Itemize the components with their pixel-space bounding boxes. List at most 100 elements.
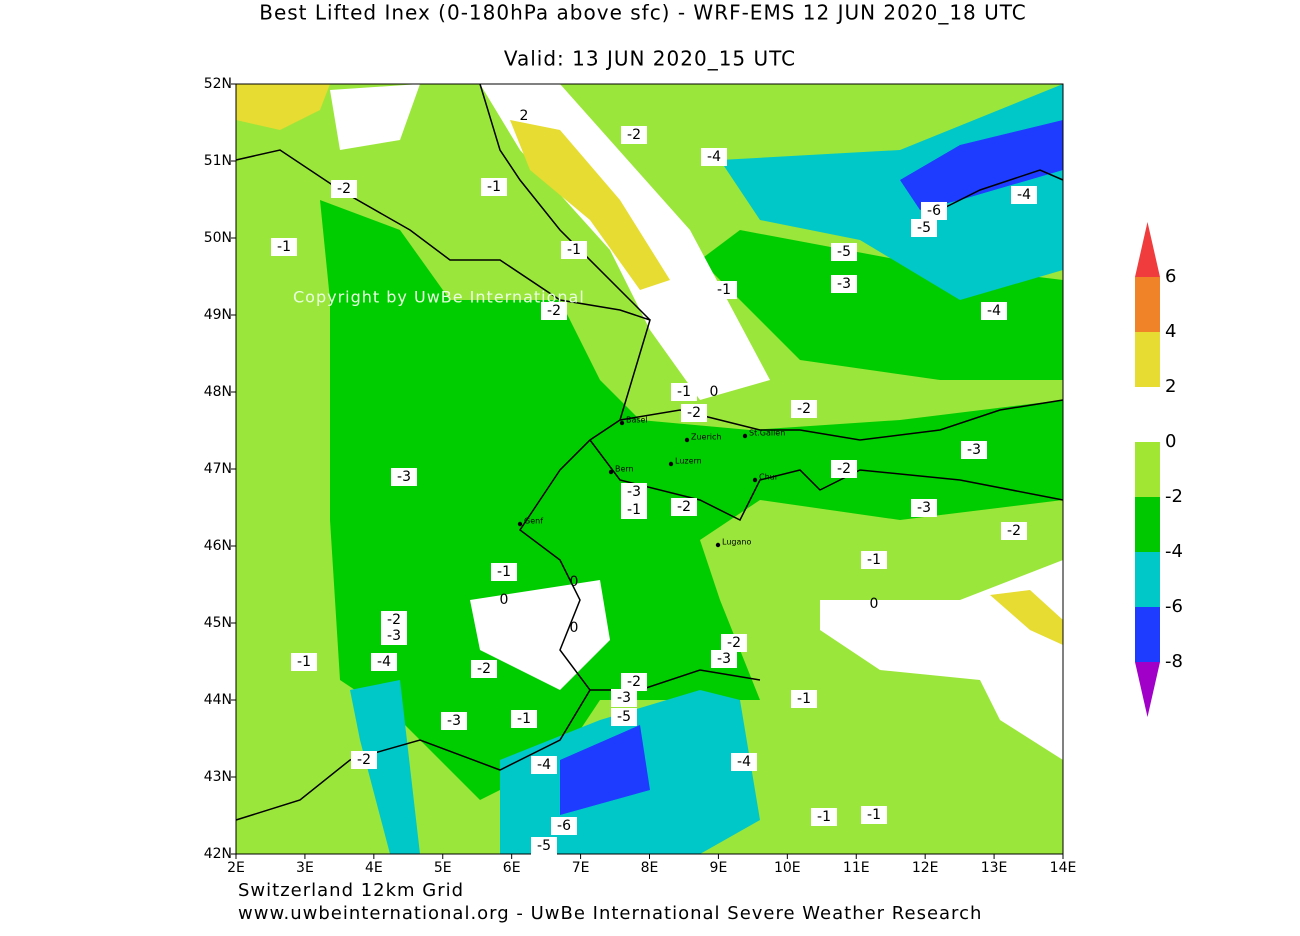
region [560, 725, 650, 815]
contour-label: -3 [617, 690, 631, 706]
contour-label: -3 [387, 628, 401, 644]
contour-label: -2 [357, 752, 371, 768]
colorbar-label: -4 [1165, 541, 1183, 562]
contour-label: -1 [817, 809, 831, 825]
label-box [791, 400, 817, 418]
label-box [1011, 186, 1037, 204]
label-box [621, 126, 647, 144]
region [720, 84, 1063, 300]
region [990, 590, 1063, 645]
contour-label: -3 [717, 651, 731, 667]
contour-label: -1 [487, 179, 501, 195]
lat-label: 49N [204, 307, 232, 323]
footer-line: Switzerland 12km Grid [238, 880, 464, 901]
label-box [1001, 522, 1027, 540]
label-box [701, 148, 727, 166]
city-label: Lugano [722, 538, 751, 547]
label-box [291, 653, 317, 671]
city-dot [715, 542, 721, 548]
contour-label: -5 [837, 244, 851, 260]
colorbar-label: 4 [1165, 321, 1176, 342]
label-box [351, 751, 377, 769]
city-label: Luzern [675, 457, 702, 466]
colorbar-swatch [1135, 222, 1160, 277]
lon-label: 7E [572, 860, 590, 876]
contour-label: -1 [497, 564, 511, 580]
contour-label: -1 [517, 711, 531, 727]
lon-label: 4E [365, 860, 383, 876]
colorbar-swatch [1135, 497, 1160, 552]
city-dot [619, 420, 625, 426]
contour-label: -1 [627, 502, 641, 518]
label-box [811, 808, 837, 826]
contour-label: 0 [870, 596, 879, 612]
label-box [391, 468, 417, 486]
contour-label: -2 [627, 674, 641, 690]
label-box [331, 180, 357, 198]
contour-label: -2 [687, 405, 701, 421]
lon-label: 5E [434, 860, 452, 876]
lon-label: 9E [710, 860, 728, 876]
label-box [531, 756, 557, 774]
contour-label: -1 [277, 239, 291, 255]
region [236, 84, 330, 130]
label-box [481, 178, 507, 196]
region [470, 580, 610, 690]
colorbar-label: -8 [1165, 651, 1183, 672]
label-box [381, 627, 407, 645]
lon-label: 14E [1050, 860, 1077, 876]
title: Best Lifted Inex (0-180hPa above sfc) - … [259, 1, 1027, 25]
label-box [531, 837, 557, 855]
city-label: Basel [626, 416, 648, 425]
city-label: St.Gallen [749, 429, 785, 438]
contour-label: -1 [677, 384, 691, 400]
lat-label: 47N [204, 461, 232, 477]
label-box [831, 460, 857, 478]
label-box [471, 660, 497, 678]
map-area [235, 83, 1064, 855]
lat-label: 52N [204, 76, 232, 92]
label-box [711, 281, 737, 299]
contour-label: -1 [867, 807, 881, 823]
label-box [681, 404, 707, 422]
label-box [961, 441, 987, 459]
label-box [921, 202, 947, 220]
lat-label: 48N [204, 384, 232, 400]
region [820, 560, 1063, 760]
contour-label: -1 [717, 282, 731, 298]
subtitle: Valid: 13 JUN 2020_15 UTC [504, 47, 796, 71]
lon-label: 11E [843, 860, 870, 876]
contour-label: -6 [927, 203, 941, 219]
lat-label: 51N [204, 153, 232, 169]
contour-label: -3 [917, 500, 931, 516]
colorbar-swatch [1135, 332, 1160, 387]
contour-label: -4 [537, 757, 551, 773]
label-box [621, 673, 647, 691]
label-box [541, 302, 567, 320]
label-box [371, 653, 397, 671]
label-box [511, 710, 537, 728]
city-dot [608, 469, 614, 475]
contour-label: -3 [967, 442, 981, 458]
region [330, 84, 420, 150]
contour-label: -2 [627, 127, 641, 143]
contour-label: -4 [707, 149, 721, 165]
lat-label: 44N [204, 692, 232, 708]
lat-label: 43N [204, 769, 232, 785]
colorbar-label: -6 [1165, 596, 1183, 617]
footer-line: www.uwbeinternational.org - UwBe Interna… [238, 903, 982, 924]
colorbar-swatch [1135, 552, 1160, 607]
contour-label: -5 [537, 838, 551, 854]
label-box [611, 689, 637, 707]
city-dot [752, 477, 758, 483]
label-box [671, 383, 697, 401]
label-box [861, 806, 887, 824]
label-box [861, 551, 887, 569]
colorbar-label: -2 [1165, 486, 1183, 507]
label-box [711, 650, 737, 668]
contour-label: -1 [867, 552, 881, 568]
lon-label: 10E [774, 860, 801, 876]
city-dot [684, 437, 690, 443]
label-box [551, 817, 577, 835]
label-box [791, 690, 817, 708]
